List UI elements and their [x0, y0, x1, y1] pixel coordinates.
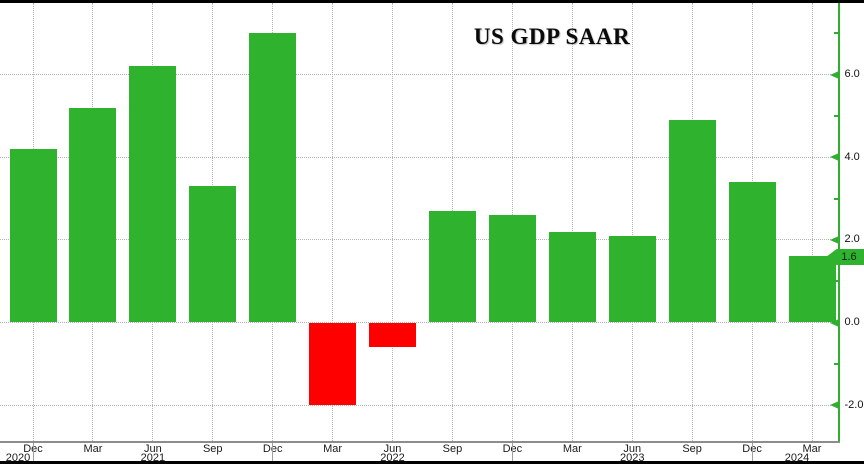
gdp-bar [9, 149, 57, 323]
gdp-bar [69, 107, 117, 323]
horizontal-gridline [0, 322, 839, 323]
horizontal-gridline [0, 404, 839, 406]
y-axis-tick-label: 4.0 [844, 150, 860, 163]
gdp-bar [608, 235, 656, 323]
x-axis-year-label: 2023 [619, 452, 645, 464]
x-axis-year-label: 2024 [784, 452, 810, 464]
vertical-gridline [571, 3, 573, 441]
y-axis-tick-arrow [829, 70, 839, 79]
gdp-bar [189, 186, 237, 323]
top-border-line [0, 0, 864, 3]
x-axis-year-label: 2021 [140, 452, 166, 464]
y-axis-tick-arrow [829, 401, 839, 410]
y-axis-minor-tick [833, 280, 838, 283]
y-axis-tick-arrow [829, 153, 839, 162]
y-axis-minor-tick [833, 115, 838, 117]
x-axis-year-label: 2022 [380, 452, 405, 464]
x-axis-month-label: Jun [143, 443, 162, 455]
x-axis-month-label: Sep [442, 443, 463, 455]
year-separator-tick [272, 441, 274, 461]
gdp-bar [788, 256, 836, 323]
gdp-bar [249, 33, 297, 323]
gdp-bar [309, 322, 357, 406]
horizontal-gridline [0, 74, 839, 76]
gdp-bar [369, 322, 417, 348]
y-axis-tick-label: 0.0 [844, 316, 860, 328]
gdp-bar [548, 231, 596, 323]
x-axis-year-label: 2020 [5, 452, 31, 464]
y-axis-minor-tick [833, 32, 838, 35]
vertical-gridline [811, 3, 813, 441]
gdp-bar [668, 120, 716, 323]
y-axis-minor-tick [833, 197, 838, 200]
x-axis-month-label: Mar [83, 443, 103, 455]
vertical-gridline [332, 3, 334, 441]
gdp-bar [129, 66, 177, 323]
y-axis-tick-label: 2.0 [844, 233, 860, 246]
vertical-gridline [392, 3, 394, 441]
x-axis-line [0, 441, 840, 443]
x-axis-month-label: Sep [202, 443, 223, 455]
year-separator-tick [511, 441, 513, 461]
gdp-bar [428, 210, 476, 323]
latest-value-tag: 1.6 [826, 249, 864, 265]
chart-title: US GDP SAAR [473, 24, 631, 49]
y-axis-tick-arrow [829, 318, 839, 327]
y-axis-minor-tick [833, 362, 838, 365]
y-axis-tick-label: 6.0 [844, 68, 860, 81]
x-axis-month-label: Sep [682, 443, 702, 455]
gdp-bar [488, 215, 536, 323]
x-axis-month-label: Mar [802, 443, 822, 455]
bottom-border-line [0, 461, 864, 464]
gdp-bar [728, 182, 776, 323]
x-axis-month-label: Jun [623, 443, 642, 455]
x-axis-month-label: Mar [562, 443, 582, 455]
horizontal-gridline [0, 156, 839, 158]
latest-value-label: 1.6 [841, 250, 857, 263]
x-axis-month-label: Mar [323, 443, 343, 455]
y-axis-tick-label: -2.0 [844, 398, 864, 411]
year-separator-tick [32, 441, 34, 461]
y-axis-tick-arrow [829, 235, 839, 244]
y-axis-line [838, 3, 840, 443]
year-separator-tick [751, 441, 753, 461]
vertical-gridline [631, 3, 633, 441]
x-axis-month-label: Jun [383, 443, 402, 455]
horizontal-gridline [0, 239, 839, 241]
